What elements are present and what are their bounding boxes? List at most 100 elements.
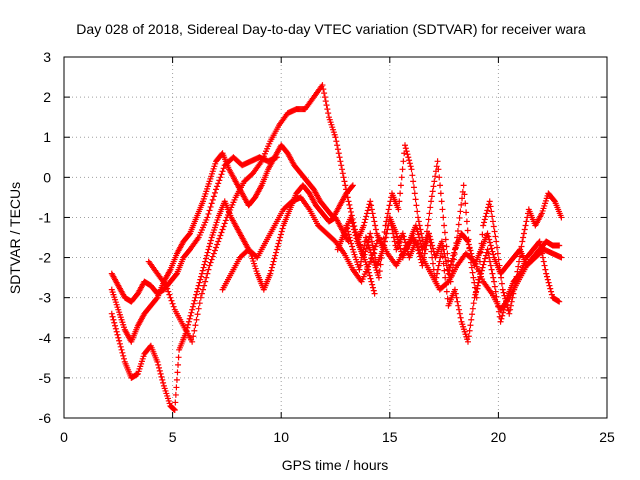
data-point <box>503 297 510 304</box>
data-point <box>221 220 228 227</box>
data-point <box>111 319 118 326</box>
data-point <box>436 174 443 181</box>
data-point <box>488 208 495 215</box>
data-point <box>419 262 426 269</box>
data-point <box>434 270 441 277</box>
data-point <box>346 201 353 208</box>
data-point <box>458 201 465 208</box>
data-point <box>396 198 403 205</box>
data-point <box>500 309 507 316</box>
data-point <box>337 158 344 165</box>
data-point <box>173 376 180 383</box>
data-point <box>443 258 449 265</box>
data-point <box>205 266 212 273</box>
data-point <box>416 250 423 257</box>
data-point <box>441 250 448 257</box>
data-point <box>207 259 214 266</box>
data-point <box>367 230 374 237</box>
y-tick-label: -3 <box>39 290 52 306</box>
data-point <box>118 346 125 353</box>
data-point <box>371 250 378 257</box>
data-point <box>416 237 423 244</box>
data-point <box>491 283 498 290</box>
data-point <box>165 288 172 295</box>
data-point <box>432 173 439 180</box>
data-point <box>402 142 409 149</box>
data-point <box>521 226 528 233</box>
data-point <box>481 219 488 226</box>
data-point <box>507 302 514 309</box>
data-point <box>189 303 196 310</box>
data-point <box>170 303 177 310</box>
data-point <box>110 316 117 323</box>
data-point <box>439 242 446 249</box>
data-point <box>357 262 364 269</box>
data-point <box>465 241 472 248</box>
data-point <box>344 194 351 201</box>
data-point <box>453 294 460 301</box>
data-point <box>350 226 357 233</box>
data-point <box>405 154 412 161</box>
data-point <box>489 270 496 277</box>
data-point <box>171 406 178 413</box>
data-point <box>412 238 419 245</box>
data-point <box>491 228 498 235</box>
data-point <box>175 354 182 361</box>
plot-frame <box>63 56 608 419</box>
data-point <box>112 322 119 329</box>
data-point <box>207 203 214 210</box>
data-point <box>440 246 447 253</box>
data-point <box>442 274 449 281</box>
series-satellite-track-4 <box>145 82 378 345</box>
data-point <box>370 287 377 294</box>
data-point <box>403 148 410 155</box>
data-point <box>443 281 449 288</box>
data-point <box>460 182 467 189</box>
data-point <box>502 300 509 307</box>
data-point <box>456 214 463 221</box>
data-point <box>487 242 494 249</box>
series-satellite-track-7 <box>354 214 563 345</box>
data-point <box>202 278 209 285</box>
data-point <box>216 177 223 184</box>
x-tick-label: 5 <box>169 429 177 445</box>
data-point <box>322 98 329 105</box>
data-point <box>356 266 363 273</box>
data-point <box>456 310 463 317</box>
data-point <box>402 239 409 246</box>
data-point <box>470 300 477 307</box>
data-point <box>169 300 176 307</box>
data-point <box>558 214 565 221</box>
data-point <box>473 288 480 295</box>
data-point <box>163 282 170 289</box>
data-point <box>448 258 455 265</box>
data-point <box>207 240 214 247</box>
data-point <box>325 110 332 117</box>
data-point <box>358 258 365 265</box>
data-point <box>490 251 497 258</box>
data-point <box>215 180 222 187</box>
data-point <box>455 221 462 228</box>
data-point <box>210 193 217 200</box>
data-point <box>519 238 526 245</box>
data-point <box>440 214 447 221</box>
data-point <box>368 278 375 285</box>
data-point <box>334 146 341 153</box>
data-point <box>195 282 202 289</box>
data-point <box>278 228 285 235</box>
data-point <box>153 295 160 302</box>
data-point <box>195 305 202 312</box>
data-point <box>425 216 432 223</box>
data-point <box>269 261 276 268</box>
data-point <box>383 230 390 237</box>
data-point <box>204 214 211 221</box>
data-point <box>205 246 212 253</box>
data-point <box>442 236 449 243</box>
data-point <box>120 352 127 359</box>
data-point <box>536 238 543 245</box>
data-point <box>208 200 215 207</box>
data-point <box>339 170 346 177</box>
data-point <box>498 315 505 322</box>
data-point <box>197 276 204 283</box>
data-point <box>445 270 452 277</box>
